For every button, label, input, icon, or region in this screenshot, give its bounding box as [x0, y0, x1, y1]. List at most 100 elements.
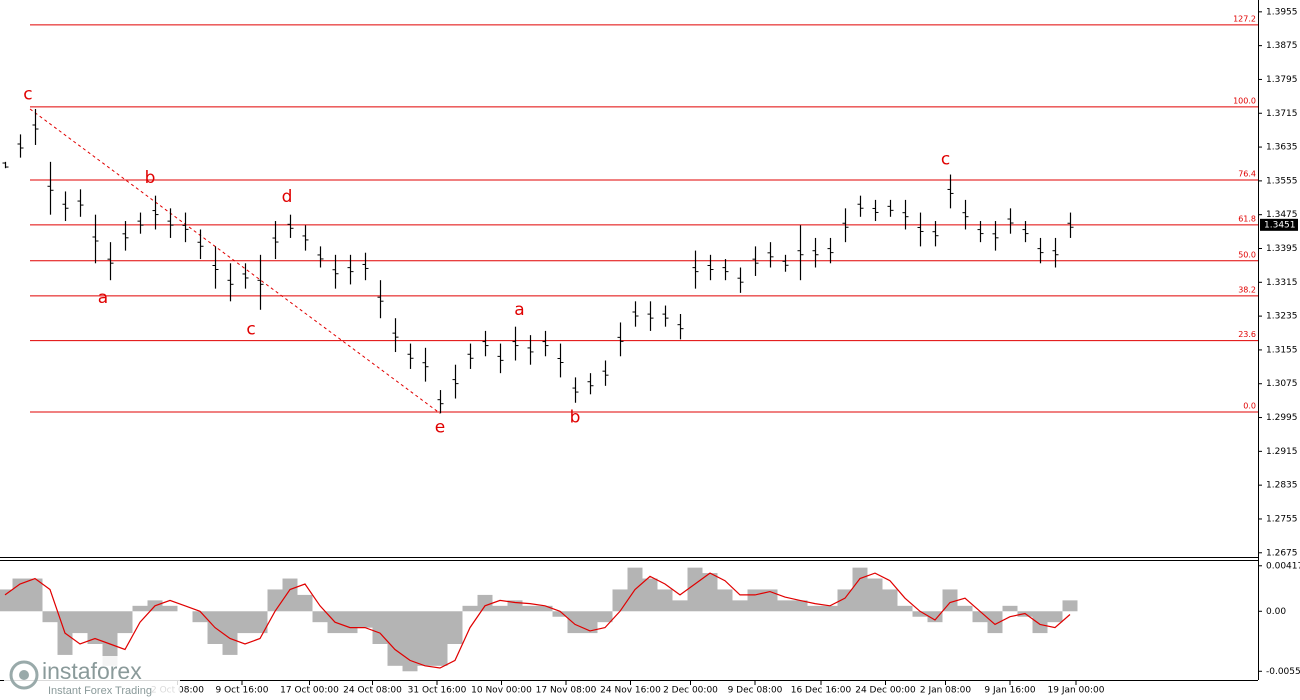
histogram-bar	[1062, 600, 1078, 612]
y-tick-label: 1.3795	[1266, 75, 1298, 85]
y-tick-label: 0.00	[1266, 607, 1286, 617]
fib-label: 23.6	[1238, 330, 1256, 339]
histogram-bar	[882, 589, 898, 612]
histogram-bar	[1047, 611, 1063, 623]
histogram-bar	[102, 611, 118, 666]
y-tick-label: 1.3635	[1266, 143, 1298, 153]
histogram-bar	[117, 611, 133, 634]
histogram-bar	[1032, 611, 1048, 634]
fib-label: 38.2	[1238, 285, 1256, 294]
y-tick-label: 1.3235	[1266, 312, 1298, 322]
histogram-bar	[822, 605, 838, 612]
trendline	[29, 108, 441, 414]
histogram-bar	[402, 611, 418, 672]
histogram-bar	[567, 611, 583, 634]
logo-icon	[9, 660, 39, 690]
signal-line	[4, 572, 1071, 669]
wave-label: c	[941, 150, 950, 170]
histogram-bar	[282, 578, 298, 612]
wave-label: e	[435, 418, 445, 438]
y-tick-label: 1.3395	[1266, 244, 1298, 254]
fib-label: 127.2	[1233, 14, 1256, 23]
histogram-bar	[417, 611, 433, 666]
wave-label: d	[282, 187, 293, 207]
wave-label: c	[23, 85, 32, 105]
y-tick-label: 1.2835	[1266, 481, 1298, 491]
histogram-bar	[537, 605, 553, 612]
logo-bg	[4, 656, 180, 698]
histogram-bar	[387, 611, 403, 666]
histogram-bar	[582, 611, 598, 634]
histogram-bar	[27, 578, 43, 612]
histogram-bar	[777, 600, 793, 612]
histogram-bar	[597, 611, 613, 623]
histogram-bar	[162, 605, 178, 612]
x-tick-label: 31 Oct 16:00	[408, 686, 467, 696]
x-tick-label: 24 Nov 16:00	[600, 686, 661, 696]
histogram-bar	[42, 611, 58, 623]
histogram-bar	[762, 589, 778, 612]
histogram-bar	[867, 578, 883, 612]
histogram-bar	[942, 589, 958, 612]
wave-label: a	[514, 300, 524, 320]
histogram-bar	[702, 573, 718, 612]
histogram-bar	[987, 611, 1003, 634]
histogram-bar	[72, 611, 88, 634]
histogram-bar	[357, 611, 373, 628]
logo-icon	[19, 670, 29, 680]
y-tick-label: 1.3875	[1266, 41, 1298, 51]
y-tick-label: 0.00417	[1266, 561, 1300, 571]
histogram-bar	[477, 594, 493, 612]
histogram-bar	[972, 611, 988, 623]
x-tick-label: 19 Jan 00:00	[1048, 686, 1105, 696]
histogram-bar	[717, 589, 733, 612]
logo: instaforex Instant Forex Trading	[4, 656, 180, 698]
histogram-bar	[672, 600, 688, 612]
histogram-bar	[192, 611, 208, 623]
histogram-bar	[297, 594, 313, 612]
y-tick-label: 1.3315	[1266, 278, 1298, 288]
fib-label: 61.8	[1238, 214, 1256, 223]
y-tick-label: 1.3955	[1266, 7, 1298, 17]
current-price-box	[1260, 218, 1298, 231]
x-tick-label: 16 Dec 16:00	[791, 686, 852, 696]
histogram-bar	[687, 567, 703, 612]
fib-label: 50.0	[1238, 250, 1256, 259]
histogram-bar	[342, 611, 358, 634]
wave-label: b	[570, 408, 581, 428]
histogram-bar	[372, 611, 388, 644]
histogram-bar	[237, 611, 253, 634]
histogram-bar	[132, 605, 148, 612]
wave-label: a	[98, 288, 108, 308]
wave-label: b	[145, 168, 156, 188]
histogram-bar	[507, 600, 523, 612]
histogram-bar	[642, 578, 658, 612]
histogram-bar	[612, 589, 628, 612]
histogram-bar	[252, 611, 268, 634]
y-tick-label: 1.3075	[1266, 379, 1298, 389]
y-tick-label: 1.3155	[1266, 345, 1298, 355]
histogram-bar	[552, 611, 568, 617]
x-tick-label: 2 Jan 08:00	[920, 686, 972, 696]
fib-label: 76.4	[1238, 170, 1256, 179]
x-tick-label: 9 Jan 16:00	[984, 686, 1036, 696]
histogram-bar	[312, 611, 328, 623]
histogram-bar	[522, 605, 538, 612]
histogram-bar	[87, 611, 103, 644]
histogram-bar	[1002, 605, 1018, 612]
logo-tagline: Instant Forex Trading	[48, 685, 152, 697]
wave-label: c	[246, 320, 255, 340]
histogram-bar	[732, 600, 748, 612]
y-tick-label: 1.2915	[1266, 447, 1298, 457]
histogram-bar	[432, 611, 448, 666]
histogram-bar	[897, 605, 913, 612]
histogram-bar	[462, 605, 478, 612]
x-tick-label: 24 Dec 00:00	[855, 686, 916, 696]
plot: 1.3955 1.3875 1.3795 1.3715 1.3635 1.3555 1.34…	[0, 7, 1300, 696]
y-tick-label: 1.3715	[1266, 109, 1298, 119]
histogram-bar	[222, 611, 238, 655]
histogram-bar	[837, 589, 853, 612]
y-tick-label: 1.3555	[1266, 176, 1298, 186]
y-tick-label: 1.2675	[1266, 548, 1298, 558]
